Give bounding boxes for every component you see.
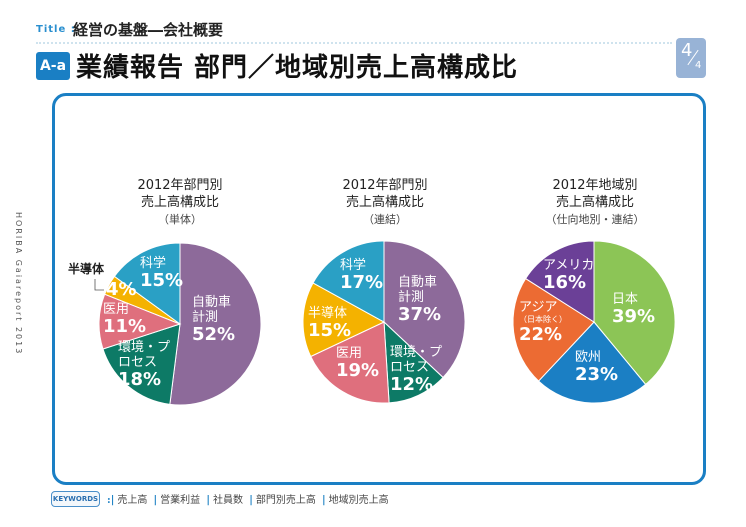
page-total: 4: [695, 60, 702, 71]
slice-label: 日本: [612, 292, 639, 307]
chart-subtitle: （単体）: [158, 213, 202, 226]
slice-note: （日本除く）: [519, 315, 567, 324]
slice-value: 22%: [519, 324, 563, 345]
slice-label: 自動車計測: [398, 275, 438, 305]
slice-value: 19%: [336, 360, 380, 381]
slice-label-block: 環境・プロセス 12%: [390, 345, 444, 395]
slice-value: 16%: [543, 272, 587, 293]
slice-value: 39%: [612, 306, 656, 327]
separator: |: [206, 495, 210, 506]
separator: |: [153, 495, 158, 506]
separator: :|: [107, 495, 115, 506]
slice-label: 科学: [340, 258, 367, 273]
chart-title-line: 2012年地域別: [552, 178, 638, 193]
separator: |: [322, 495, 326, 506]
slice-label: 自動車計測: [192, 295, 232, 325]
keyword: 社員数: [213, 495, 243, 506]
chart-subtitle: （仕向地別・連結）: [545, 213, 645, 226]
slice-label: アジア: [519, 300, 558, 315]
keywords-label: KEYWORDS: [51, 491, 100, 507]
divider: [36, 42, 672, 44]
slice-label-block: 欧州 23%: [575, 350, 619, 385]
pie-slice: [169, 242, 262, 406]
slice-label: 欧州: [575, 350, 602, 365]
chart-title-line: 2012年部門別: [137, 178, 223, 193]
slice-value: 15%: [140, 270, 184, 291]
pie-slice: [102, 323, 181, 405]
section-title: 経営の基盤―会社概要: [73, 21, 224, 39]
separator: |: [249, 495, 253, 506]
slice-label-block: 日本 39%: [612, 292, 656, 327]
chart-title-1: 2012年部門別 売上高構成比 （単体）: [90, 177, 270, 228]
leader-line: [94, 279, 104, 291]
chart-title-2: 2012年部門別 売上高構成比 （連結）: [295, 177, 475, 228]
slice-label-block: 自動車計測 37%: [398, 275, 442, 325]
pie-slice: [312, 240, 385, 323]
slice-value: 4%: [106, 279, 137, 300]
slice-value: 17%: [340, 272, 384, 293]
slice-label-block: 科学 17%: [340, 258, 384, 293]
slice-label-block: アメリカ 16%: [543, 258, 599, 293]
pie-slice: [310, 321, 390, 404]
slice-label-block: 自動車計測 52%: [192, 295, 236, 345]
slice-label: 環境・プロセス: [390, 345, 443, 375]
chart-title-line: 売上高構成比: [555, 195, 634, 210]
keyword: 地域別売上高: [328, 495, 389, 506]
slice-label-block: 医用 19%: [336, 346, 380, 381]
pie-slice: [512, 277, 595, 382]
chart-title-line: 売上高構成比: [140, 195, 219, 210]
title-label: Title :: [36, 24, 76, 35]
slice-value: 15%: [308, 320, 352, 341]
chart-title-line: 売上高構成比: [345, 195, 424, 210]
keywords-list: :| 売上高 | 営業利益 | 社員数 | 部門別売上高 | 地域別売上高: [104, 491, 389, 506]
slice-label-external: 半導体: [68, 262, 105, 276]
slice-value: 23%: [575, 364, 619, 385]
slice-label-block: 半導体 15%: [308, 306, 352, 341]
pie-slice: [524, 240, 595, 323]
keyword: 営業利益: [160, 495, 201, 506]
slice-label-block: 医用 11%: [103, 302, 147, 337]
pie-slice: [537, 321, 647, 404]
slice-value: 18%: [118, 369, 162, 390]
slice-label-block: アジア （日本除く） 22%: [519, 300, 569, 345]
side-text: HORIBA Gaiareport 2013: [14, 212, 23, 356]
page-title: 業績報告 部門／地域別売上高構成比: [76, 53, 519, 83]
slice-label: 医用: [103, 302, 130, 317]
pie-slice: [113, 242, 181, 325]
keyword: 部門別売上高: [255, 495, 316, 506]
chart-title-line: 2012年部門別: [342, 178, 428, 193]
slice-label: 環境・プロセス: [118, 340, 171, 370]
slice-label-block: 科学 15%: [140, 256, 184, 291]
pie-slice: [593, 240, 676, 386]
slice-value: 11%: [103, 316, 147, 337]
chart-subtitle: （連結）: [363, 213, 407, 226]
slice-label: 科学: [140, 256, 167, 271]
page-number: 4: [681, 40, 693, 61]
slice-label-block: 環境・プロセス 18%: [118, 340, 172, 390]
pie-slice: [383, 240, 466, 379]
section-badge: A-a: [36, 52, 70, 80]
keyword: 売上高: [117, 495, 148, 506]
slice-value: 12%: [390, 374, 434, 395]
pie-slice: [302, 282, 386, 358]
page-indicator: 4 4: [676, 38, 706, 78]
slice-value: 37%: [398, 304, 442, 325]
content-frame: [52, 93, 706, 485]
slice-label: アメリカ: [543, 258, 595, 273]
slice-label: 半導体: [308, 306, 348, 321]
slice-label-block: 4%: [106, 279, 137, 300]
slice-label: 医用: [336, 346, 363, 361]
chart-title-3: 2012年地域別 売上高構成比 （仕向地別・連結）: [505, 177, 685, 228]
slice-value: 52%: [192, 324, 236, 345]
pie-slice: [383, 320, 444, 404]
